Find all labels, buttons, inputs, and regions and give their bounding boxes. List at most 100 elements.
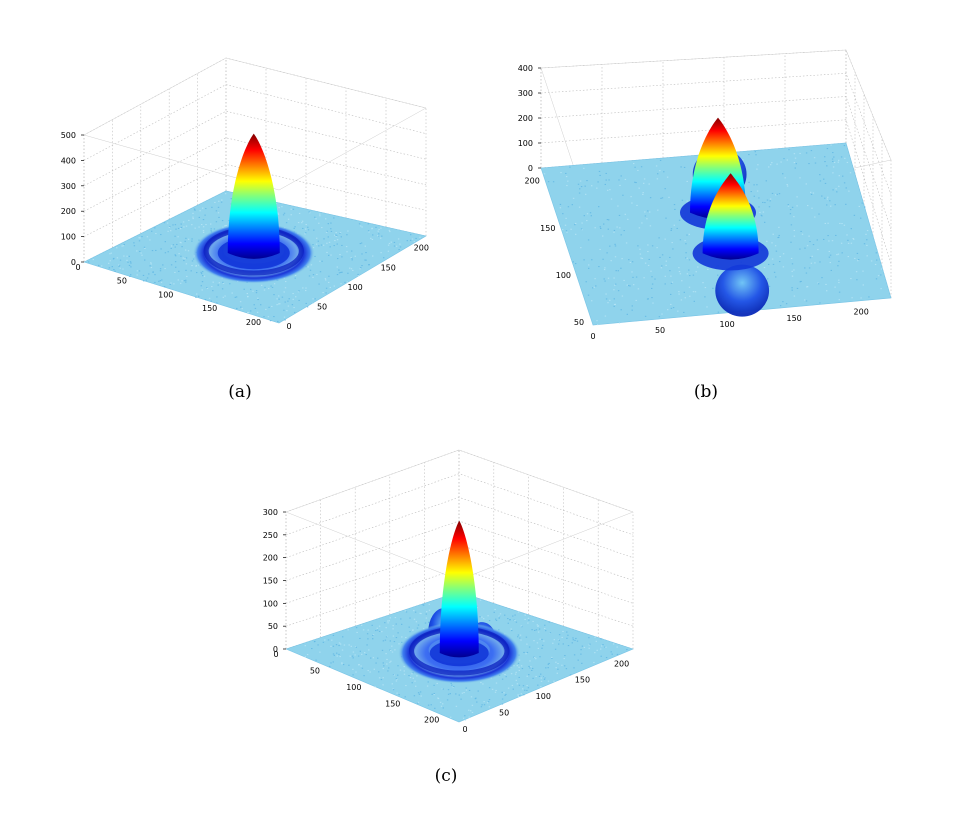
noise-dot [471,704,474,706]
noise-dot [174,261,177,263]
noise-dot [522,685,525,687]
noise-dot [294,277,296,279]
noise-dot [832,152,834,154]
noise-dot [596,649,598,651]
noise-dot [616,653,619,655]
noise-dot [322,292,324,294]
noise-dot [659,170,661,172]
noise-dot [283,316,286,318]
noise-dot [395,637,398,639]
noise-dot [150,262,152,264]
noise-dot [417,701,420,703]
noise-dot [339,656,341,658]
noise-dot [856,252,859,254]
noise-dot [848,190,850,192]
noise-dot [519,634,522,636]
noise-dot [255,290,258,292]
noise-dot [596,320,598,322]
noise-dot [790,224,793,226]
noise-dot [768,166,770,168]
noise-dot [660,197,662,199]
noise-dot [372,634,374,636]
noise-dot [793,295,796,297]
noise-dot [415,685,417,687]
noise-dot [206,287,208,289]
noise-dot [129,275,131,277]
noise-dot [254,307,257,309]
noise-dot [779,261,781,263]
noise-dot [355,627,358,629]
noise-dot [819,174,821,176]
noise-dot [319,271,322,273]
noise-dot [552,181,555,183]
noise-dot [772,233,774,235]
noise-dot [304,233,306,235]
noise-dot [659,159,662,161]
y-tick-label: 100 [346,683,361,692]
noise-dot [637,288,640,290]
noise-dot [358,664,360,666]
noise-dot [615,270,617,272]
noise-dot [336,234,338,236]
noise-dot [283,212,286,214]
noise-dot [775,250,778,252]
noise-dot [174,235,176,237]
noise-dot [574,224,576,226]
noise-dot [581,229,583,231]
noise-dot [441,688,443,690]
noise-dot [793,153,796,155]
noise-dot [487,701,490,703]
noise-dot [159,268,162,270]
crescent-lobe [715,264,770,317]
noise-dot [352,651,355,653]
noise-dot [341,662,343,664]
noise-dot [336,655,338,657]
noise-dot [516,665,518,667]
noise-dot [581,662,583,664]
noise-dot [679,273,682,275]
noise-dot [195,296,197,298]
noise-dot [613,289,615,291]
noise-dot [202,275,204,277]
z-tick-label: 50 [268,622,278,631]
noise-dot [330,254,332,256]
noise-dot [840,242,843,244]
noise-dot [399,669,402,671]
x-tick-label: 50 [117,277,127,286]
noise-dot [574,639,576,641]
noise-dot [378,671,380,673]
noise-dot [329,286,331,288]
noise-dot [352,269,354,271]
noise-dot [851,297,853,299]
noise-dot [602,258,604,260]
noise-dot [692,274,695,276]
surface-plot-a: 0 50 100 150 200 0 50 100 150 200 0 100 200 300 400 500… [61,57,429,402]
noise-dot [388,620,390,622]
noise-dot [824,156,826,158]
noise-dot [532,667,534,669]
noise-dot [553,680,555,682]
noise-dot [702,282,704,284]
noise-dot [547,181,550,183]
noise-dot [806,286,808,288]
noise-dot [367,638,369,640]
noise-dot [673,204,676,206]
noise-dot [346,251,348,253]
noise-dot [614,284,616,286]
noise-dot [598,170,601,172]
noise-dot [268,288,270,290]
noise-dot [548,621,551,623]
noise-dot [679,239,682,241]
noise-dot [417,624,420,626]
noise-dot [359,650,361,652]
noise-dot [826,198,829,200]
noise-dot [284,319,286,321]
noise-dot [661,254,664,256]
noise-dot [154,281,156,283]
noise-dot [205,208,207,210]
noise-dot [670,303,672,305]
noise-dot [468,709,470,711]
x-tick-label: 50 [499,709,509,718]
noise-dot [304,645,306,647]
gridline-z [540,119,892,264]
